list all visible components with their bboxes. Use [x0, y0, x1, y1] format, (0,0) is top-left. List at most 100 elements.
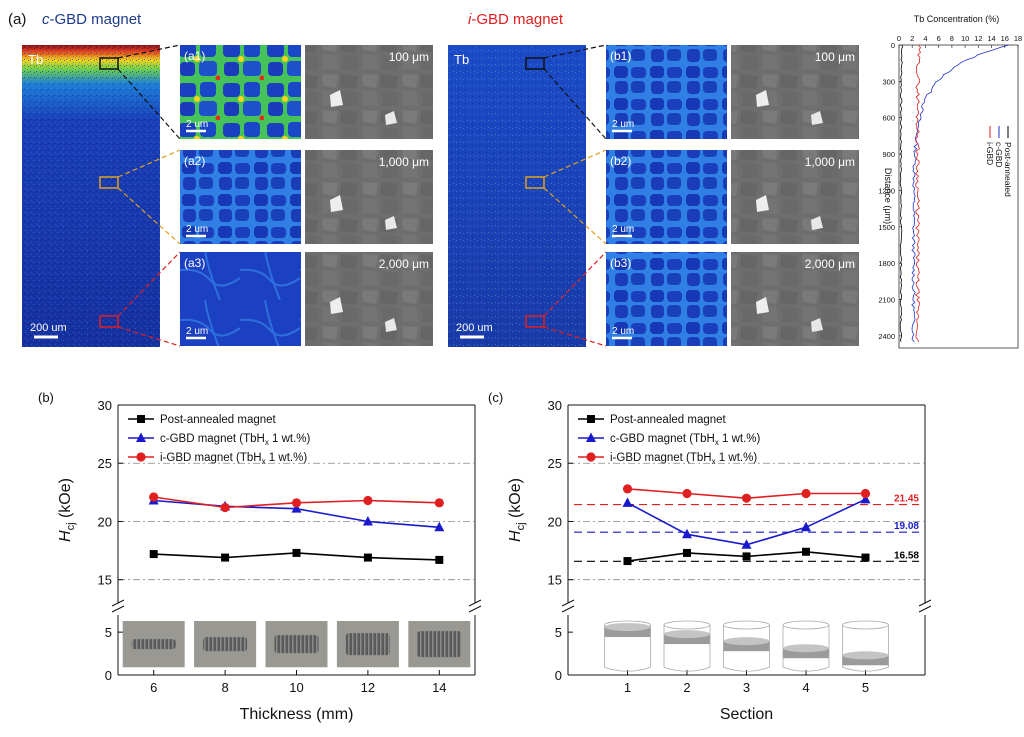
i-sem-3 [731, 252, 859, 346]
c-roi-line-bottom-2 [117, 187, 181, 245]
point-s1-3 [362, 515, 373, 526]
point-s2-2 [291, 498, 302, 508]
axis-break-mark-a-0 [111, 599, 125, 607]
axis-break-mark-b-1 [918, 605, 932, 613]
point-s0-1 [683, 548, 691, 557]
y-tick-label-25: 25 [548, 456, 562, 471]
c-sem-phase-b-3 [385, 318, 397, 332]
point-s2-2 [741, 493, 752, 503]
c-inset-3: (a3) 2 um 2,000 μm [99, 251, 433, 347]
profile-x-tick-label-10: 10 [961, 34, 969, 43]
legend-marker-2 [136, 452, 146, 462]
i-inset-3: (b3) 2 um 2,000 μm [525, 251, 859, 347]
i-sem-phase-3 [756, 297, 769, 314]
legend-label-1: c-GBD magnet (TbHx 1 wt.%) [610, 433, 761, 447]
c-roi-box-3 [99, 315, 119, 328]
x-axis-label: Section [720, 706, 773, 723]
c-sem-phase-3 [330, 297, 343, 314]
y-tick-label-20: 20 [548, 514, 562, 529]
panel-label: (c) [488, 390, 503, 405]
y-tick-label-5: 5 [105, 625, 112, 640]
profile-y-tick-label-2100: 2100 [878, 296, 895, 305]
c-roi-box-1 [99, 57, 119, 70]
profile-y-tick-label-1500: 1500 [878, 223, 895, 232]
c-depth-label-1: 100 μm [389, 50, 429, 64]
profile-frame [898, 44, 1019, 349]
axis-break-mark-a-0 [561, 599, 575, 607]
x-tick-label-2: 2 [683, 680, 690, 695]
i-sem-phase-2 [756, 195, 769, 212]
c-map-1 [180, 45, 301, 139]
profile-trace-post-annealed [899, 45, 903, 342]
cgbd-map-scale-text: 200 um [30, 322, 67, 334]
profile-x-tick-label-16: 16 [1001, 34, 1009, 43]
x-tick-label-1: 1 [624, 680, 631, 695]
legend-label-2: i-GBD magnet (TbHx 1 wt.%) [610, 452, 757, 466]
c-roi-line-bottom-3 [117, 326, 181, 347]
section-bottom-1 [604, 666, 651, 672]
section-slice-1 [604, 627, 651, 637]
legend-label-0: Post-annealed magnet [160, 414, 277, 426]
chart-b: (b) 0 5 15 20 25 30 6 8 10 12 14 Thickness (mm) Hcj (… [38, 390, 482, 723]
i-sub-scale-text-2: 2 um [612, 224, 634, 235]
chart-c: (c) 0 5 15 20 25 30 1 2 3 4 5 Section Hcj (kOe) 16.58 1… [488, 390, 932, 723]
i-roi-box-3 [525, 315, 545, 328]
section-slice-2 [664, 634, 710, 645]
tb-concentration-profile: Tb Concentration (%)0 2 4 6 8 10 12 14 16 1803006… [878, 14, 1022, 349]
point-s0-0 [623, 557, 632, 566]
axis-break-mark-a-1 [468, 599, 482, 607]
i-sub-scale-text-1: 2 um [612, 119, 634, 130]
profile-y-tick-label-600: 600 [882, 114, 895, 123]
c-sem-phase-b-2 [385, 216, 397, 230]
section-bottom-2 [663, 666, 711, 672]
y-tick-label-0: 0 [555, 668, 562, 683]
i-roi-box-2 [525, 176, 545, 189]
profile-x-tick-label-12: 12 [974, 34, 982, 43]
igbd-map-element-label: Tb [454, 52, 469, 67]
i-map-1 [606, 45, 727, 139]
x-axis-label: Thickness (mm) [240, 706, 354, 723]
profile-legend-label-0: Post-annealed [1003, 142, 1013, 197]
profile-trace-i-gbd [914, 44, 922, 343]
c-sub-scale-text-1: 2 um [186, 119, 208, 130]
i-inset-2: (b2) 2 um 1,000 μm [525, 149, 859, 245]
c-sem-phase-1 [330, 90, 343, 107]
section-slice-top-4 [783, 644, 829, 653]
sample-cylinder-1 [131, 639, 176, 650]
i-sem-phase-b-3 [811, 318, 823, 332]
c-sem-3 [305, 252, 433, 346]
point-s2-1 [220, 502, 230, 513]
point-s0-3 [802, 547, 810, 556]
i-sem-2 [731, 150, 859, 244]
section-slice-4 [783, 648, 829, 659]
y-tick-label-0: 0 [105, 668, 112, 683]
x-tick-label-14: 14 [432, 680, 446, 695]
axis-break-mark-a-1 [918, 599, 932, 607]
series-line-1 [627, 498, 866, 546]
i-map-3 [606, 252, 727, 346]
sample-cylinder-4 [345, 633, 390, 656]
profile-x-tick-label-8: 8 [950, 34, 954, 43]
cgbd-map: Tb 200 um [22, 45, 160, 347]
i-depth-label-3: 2,000 μm [805, 257, 855, 271]
mean-label-1: 19.08 [894, 521, 919, 532]
point-s2-3 [801, 488, 811, 499]
c-sem-phase-2 [330, 195, 343, 212]
point-s2-0 [622, 484, 633, 494]
section-slice-top-1 [604, 623, 651, 631]
profile-x-tick-label-14: 14 [987, 34, 995, 43]
c-map-2 [180, 150, 301, 244]
y-tick-label-30: 30 [548, 398, 562, 413]
y-axis-label: Hcj (kOe) [57, 478, 77, 542]
profile-x-tick-label-0: 0 [897, 34, 901, 43]
point-s2-3 [363, 495, 373, 506]
c-roi-line-top-3 [117, 251, 181, 317]
point-s2-4 [860, 488, 871, 499]
profile-y-tick-label-900: 900 [882, 150, 895, 159]
c-sub-scale-text-2: 2 um [186, 224, 208, 235]
section-top-2 [663, 620, 711, 630]
panel-a-label: (a) [8, 11, 26, 28]
i-sem-phase-1 [756, 90, 769, 107]
i-map-label-3: (b3) [610, 256, 631, 270]
